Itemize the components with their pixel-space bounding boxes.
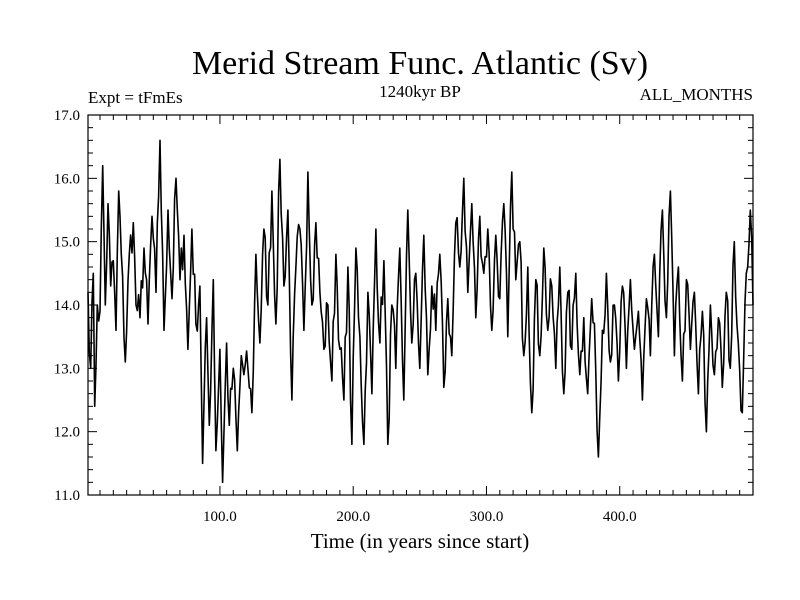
chart-title: Merid Stream Func. Atlantic (Sv) (192, 45, 648, 82)
y-tick-label: 13.0 (54, 361, 80, 377)
y-tick-label: 14.0 (54, 298, 80, 314)
y-tick-label: 12.0 (54, 425, 80, 441)
expt-label: Expt = tFmEs (88, 88, 183, 107)
axis-ticks (88, 114, 754, 496)
y-tick-label: 16.0 (54, 171, 80, 187)
x-axis-labels: 100.0 200.0 300.0 400.0 (203, 509, 637, 525)
y-axis-labels: 11.0 12.0 13.0 14.0 15.0 16.0 17.0 (54, 108, 80, 504)
x-axis-title: Time (in years since start) (311, 529, 530, 553)
y-tick-label: 17.0 (54, 108, 80, 124)
period-label: 1240kyr BP (379, 82, 461, 101)
y-tick-label: 15.0 (54, 235, 80, 251)
x-tick-label: 300.0 (470, 509, 504, 525)
x-tick-label: 100.0 (203, 509, 237, 525)
y-tick-label: 11.0 (54, 488, 80, 504)
series-line (87, 139, 754, 484)
x-tick-label: 200.0 (336, 509, 370, 525)
months-label: ALL_MONTHS (640, 85, 753, 104)
plot-frame (87, 114, 754, 496)
x-tick-label: 400.0 (603, 509, 637, 525)
